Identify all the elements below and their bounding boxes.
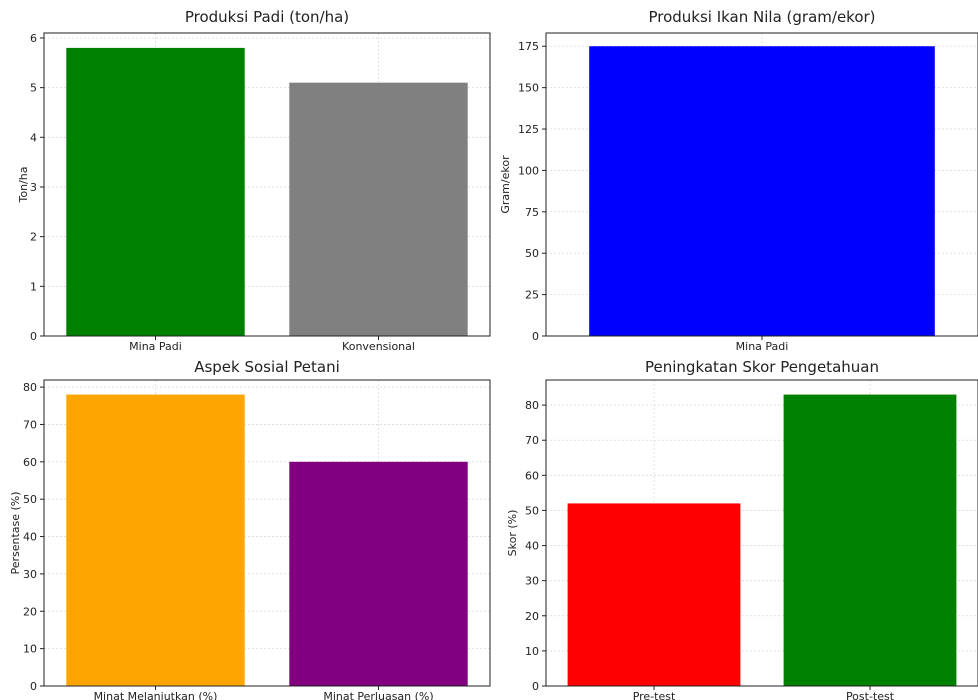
bar-mina-padi bbox=[589, 46, 935, 336]
axes-frame bbox=[43, 379, 491, 687]
chart-title: Peningkatan Skor Pengetahuan bbox=[645, 358, 879, 376]
y-axis-label: Skor (%) bbox=[506, 510, 519, 557]
y-tick-label: 10 bbox=[23, 643, 37, 656]
y-tick-label: 125 bbox=[518, 123, 539, 136]
chart-title: Produksi Padi (ton/ha) bbox=[185, 8, 349, 26]
y-axis-label: Persentase (%) bbox=[9, 491, 22, 574]
y-tick-label: 40 bbox=[23, 531, 37, 544]
y-tick-label: 70 bbox=[525, 434, 539, 447]
y-tick-label: 175 bbox=[518, 40, 539, 53]
chart-title: Produksi Ikan Nila (gram/ekor) bbox=[648, 8, 875, 26]
x-tick-label: Pre-test bbox=[633, 690, 676, 700]
y-tick-label: 0 bbox=[30, 680, 37, 693]
x-tick-label: Post-test bbox=[846, 690, 895, 700]
y-tick-label: 30 bbox=[525, 575, 539, 588]
y-tick-label: 25 bbox=[525, 289, 539, 302]
y-tick-label: 50 bbox=[23, 493, 37, 506]
y-tick-label: 20 bbox=[23, 605, 37, 618]
chart-panel-3: 0 10 20 30 40 50 60 70 80 Minat Melanjutkan (%) Mi… bbox=[9, 358, 491, 700]
axes-frame bbox=[545, 379, 978, 687]
y-tick-label: 3 bbox=[30, 181, 37, 194]
bar-konvensional bbox=[289, 82, 468, 336]
y-tick-label: 0 bbox=[532, 680, 539, 693]
x-tick-label: Minat Perluasan (%) bbox=[323, 690, 433, 700]
y-axis-label: Gram/ekor bbox=[499, 155, 512, 214]
y-tick-label: 40 bbox=[525, 540, 539, 553]
y-tick-label: 150 bbox=[518, 82, 539, 95]
bar-minat-perluasan bbox=[289, 461, 468, 686]
y-tick-label: 60 bbox=[23, 456, 37, 469]
y-tick-label: 10 bbox=[525, 645, 539, 658]
y-tick-label: 20 bbox=[525, 610, 539, 623]
y-tick-label: 0 bbox=[532, 330, 539, 343]
y-tick-label: 6 bbox=[30, 32, 37, 45]
y-tick-label: 80 bbox=[525, 399, 539, 412]
chart-panel-4: 0 10 20 30 40 50 60 70 80 Pre-test Post-test Pening… bbox=[506, 358, 978, 700]
y-tick-label: 75 bbox=[525, 206, 539, 219]
axes-frame bbox=[43, 32, 491, 337]
y-tick-label: 100 bbox=[518, 164, 539, 177]
bar-mina-padi bbox=[66, 47, 245, 336]
y-tick-label: 30 bbox=[23, 568, 37, 581]
x-tick-label: Mina Padi bbox=[736, 340, 789, 353]
bar-minat-melanjutkan bbox=[66, 394, 245, 686]
x-tick-label: Konvensional bbox=[342, 340, 415, 353]
y-tick-label: 80 bbox=[23, 381, 37, 394]
y-tick-label: 1 bbox=[30, 280, 37, 293]
y-tick-label: 2 bbox=[30, 231, 37, 244]
chart-panel-1: 0 1 2 3 4 5 6 Mina Padi Konvensional Produksi Pad… bbox=[17, 8, 491, 353]
y-tick-label: 0 bbox=[30, 330, 37, 343]
x-tick-label: Minat Melanjutkan (%) bbox=[94, 690, 218, 700]
y-tick-label: 50 bbox=[525, 504, 539, 517]
y-tick-label: 60 bbox=[525, 469, 539, 482]
y-tick-label: 70 bbox=[23, 418, 37, 431]
chart-panel-2: 0 25 50 75 100 125 150 175 Mina Padi Produksi Ika… bbox=[499, 8, 978, 353]
bar-pre-test bbox=[567, 503, 741, 686]
y-tick-label: 50 bbox=[525, 247, 539, 260]
bar-post-test bbox=[783, 394, 957, 686]
y-tick-label: 4 bbox=[30, 131, 37, 144]
y-tick-label: 5 bbox=[30, 82, 37, 95]
y-axis-label: Ton/ha bbox=[17, 167, 30, 204]
x-tick-label: Mina Padi bbox=[129, 340, 182, 353]
chart-title: Aspek Sosial Petani bbox=[194, 358, 340, 376]
